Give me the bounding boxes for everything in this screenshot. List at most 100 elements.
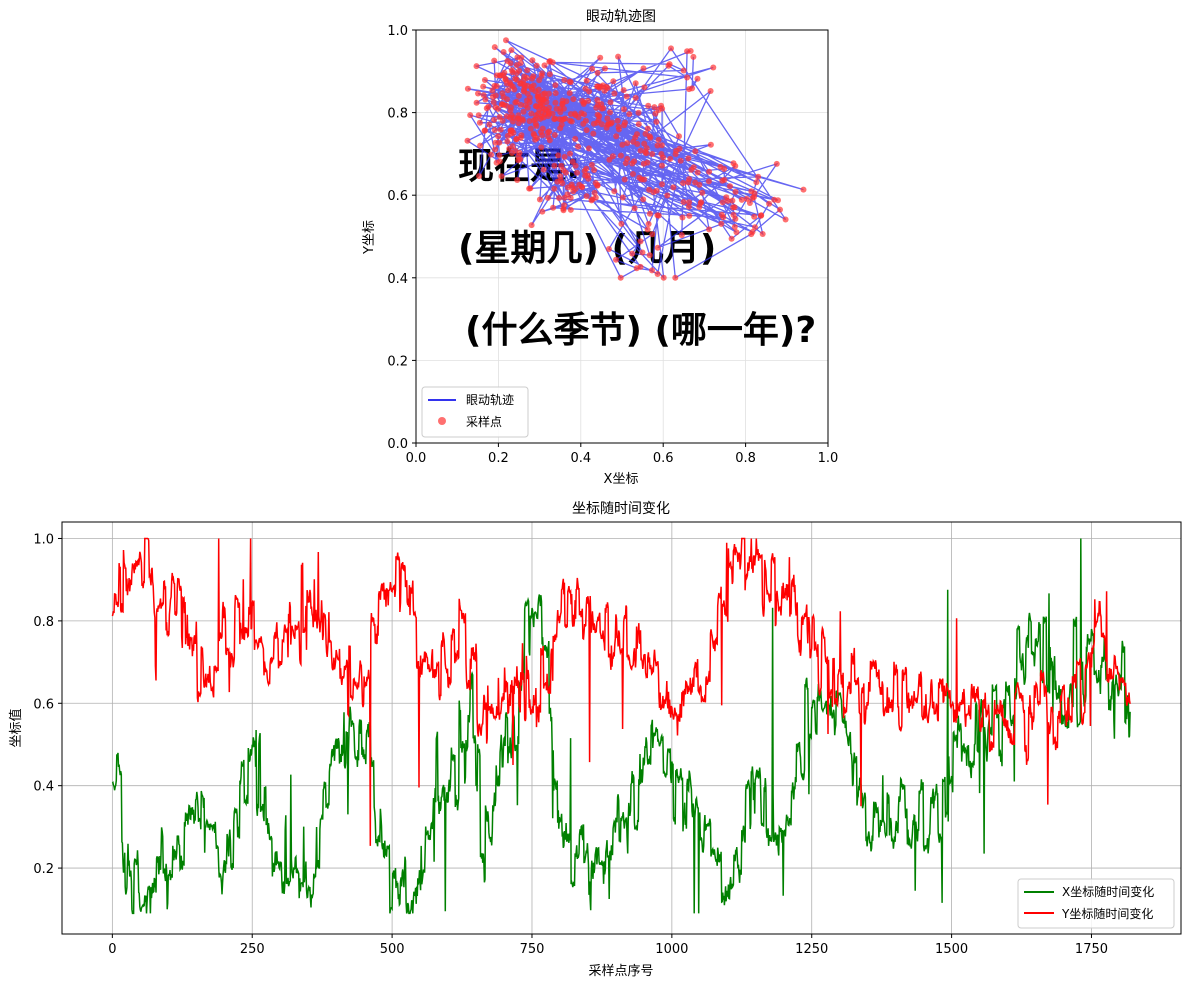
sample-point	[557, 125, 564, 132]
sample-point	[526, 185, 533, 192]
sample-point	[490, 93, 496, 100]
sample-point	[492, 146, 499, 153]
sample-point	[621, 106, 627, 113]
sample-point	[545, 90, 552, 97]
sample-point	[692, 148, 699, 155]
bottom-x-tick-label: 0	[108, 942, 116, 957]
top-y-tick-label: 0.0	[387, 437, 408, 452]
sample-point	[533, 62, 540, 69]
sample-point	[517, 60, 524, 66]
sample-point	[507, 82, 514, 88]
sample-point	[632, 94, 639, 101]
sample-point	[636, 174, 643, 181]
sample-point	[630, 171, 636, 177]
top-x-tick-label: 1.0	[818, 451, 839, 466]
sample-point	[524, 90, 531, 97]
top-ticks: 0.0 0.2 0.4 0.6 0.8 1.0 0.0 0.2 0.4 0.6 0.8 1.0	[387, 24, 838, 466]
sample-point	[637, 263, 644, 270]
sample-point	[581, 111, 587, 118]
sample-point	[530, 117, 537, 124]
sample-point	[559, 97, 566, 104]
sample-point	[655, 136, 662, 143]
sample-point	[552, 90, 559, 97]
sample-point	[614, 117, 621, 124]
sample-point	[501, 69, 508, 76]
sample-point	[526, 99, 533, 106]
sample-point	[728, 235, 735, 242]
sample-point	[654, 271, 661, 277]
sample-point	[707, 88, 714, 94]
sample-point	[773, 160, 780, 167]
sample-point	[586, 88, 593, 95]
top-y-tick-label: 0.8	[387, 107, 408, 122]
sample-point	[560, 116, 567, 123]
sample-point	[569, 184, 576, 191]
sample-point	[550, 204, 557, 211]
bottom-y-tick-label: 0.2	[33, 862, 54, 877]
sample-point	[646, 210, 653, 217]
sample-point	[569, 158, 576, 165]
sample-point	[559, 180, 566, 187]
sample-point	[607, 99, 614, 106]
top-y-tick-label: 0.6	[387, 189, 408, 204]
sample-point	[531, 132, 538, 139]
top-x-tick-label: 0.4	[570, 451, 591, 466]
sample-point	[685, 155, 692, 162]
sample-point	[602, 65, 608, 72]
sample-point	[476, 119, 483, 126]
background-text-line-3: (什么季节) (哪一年)?	[465, 310, 816, 351]
gaze-trajectory-chart: 眼动轨迹图 现在是: (星期几) (几月) (什么季节) (哪一年)? 0.0 0…	[362, 9, 838, 487]
sample-point	[605, 246, 612, 252]
sample-point	[632, 80, 639, 87]
sample-point	[706, 226, 713, 233]
sample-point	[538, 72, 545, 79]
sample-point	[516, 149, 523, 156]
sample-point	[595, 83, 601, 90]
sample-point	[646, 252, 653, 259]
sample-point	[613, 256, 619, 263]
sample-point	[486, 121, 493, 128]
sample-point	[665, 62, 672, 69]
top-y-tick-label: 0.4	[387, 272, 408, 287]
sample-point	[685, 203, 692, 210]
sample-point	[588, 161, 595, 168]
sample-point	[496, 152, 503, 159]
sample-point	[601, 87, 608, 94]
bottom-chart-title: 坐标随时间变化	[572, 501, 670, 517]
sample-point	[777, 206, 783, 213]
sample-point	[758, 212, 764, 219]
sample-point	[594, 97, 601, 103]
sample-point	[536, 196, 543, 203]
sample-point	[631, 205, 638, 212]
sample-point	[719, 177, 726, 184]
sample-point	[539, 208, 546, 215]
sample-point	[619, 194, 626, 201]
sample-point	[644, 226, 651, 233]
sample-point	[694, 169, 701, 176]
sample-point	[532, 136, 539, 143]
sample-point	[617, 274, 624, 281]
bottom-x-tick-label: 750	[520, 942, 545, 957]
sample-point	[515, 92, 522, 99]
sample-point	[473, 99, 480, 106]
sample-point	[696, 204, 703, 210]
sample-point	[680, 180, 687, 186]
sample-point	[641, 140, 648, 147]
sample-point	[753, 179, 760, 186]
sample-point	[589, 196, 596, 203]
sample-point	[503, 37, 509, 44]
sample-point	[480, 92, 487, 99]
sample-point	[660, 274, 667, 281]
sample-point	[707, 141, 714, 148]
sample-point	[723, 194, 730, 201]
legend-label-samples: 采样点	[466, 414, 502, 429]
sample-point	[510, 118, 516, 125]
sample-point	[645, 221, 652, 227]
top-y-tick-label: 1.0	[387, 24, 408, 39]
sample-point	[491, 44, 498, 51]
sample-point	[686, 199, 693, 206]
sample-point	[694, 75, 701, 82]
sample-point	[583, 193, 590, 200]
sample-point	[500, 94, 507, 101]
sample-point	[654, 244, 661, 251]
